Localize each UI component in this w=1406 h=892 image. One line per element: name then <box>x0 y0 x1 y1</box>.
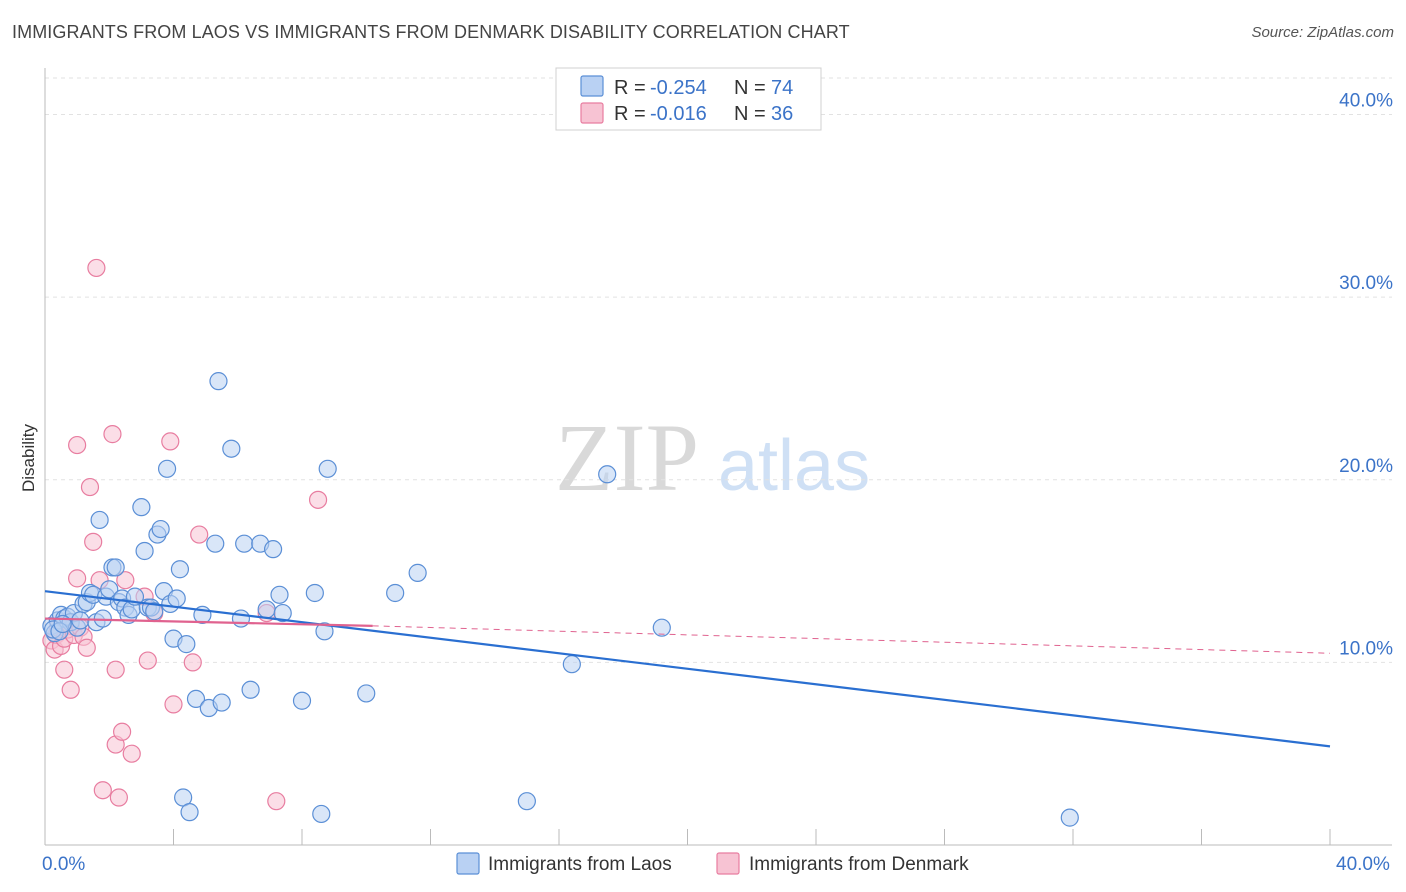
data-point-laos <box>90 510 109 530</box>
data-point-laos <box>145 602 164 621</box>
correlation-legend: R = -0.254 N = 74 R = -0.016 N = 36 <box>555 67 822 131</box>
data-point-denmark <box>103 425 122 444</box>
data-point-laos <box>177 635 196 654</box>
data-point-denmark <box>112 722 132 741</box>
data-point-laos <box>263 540 283 559</box>
data-point-laos <box>206 534 225 553</box>
data-point-denmark <box>80 477 100 497</box>
watermark: ZIP atlas <box>555 404 870 511</box>
data-point-denmark <box>87 258 106 278</box>
data-point-laos <box>315 622 334 641</box>
data-point-denmark <box>109 788 128 807</box>
y-tick-label: 30.0% <box>1339 273 1393 294</box>
x-tick-max: 40.0% <box>1336 854 1390 875</box>
data-point-laos <box>209 372 228 391</box>
series-laos <box>42 372 1079 827</box>
data-point-laos <box>270 585 289 604</box>
data-point-denmark <box>93 781 112 800</box>
watermark-atlas: atlas <box>718 426 870 506</box>
data-point-laos <box>132 498 151 517</box>
series-legend: Immigrants from Laos Immigrants from Den… <box>456 852 969 875</box>
data-point-laos <box>257 600 276 619</box>
data-point-denmark <box>84 532 103 551</box>
data-point-laos <box>231 609 251 628</box>
bottom-legend-denmark: Immigrants from Denmark <box>749 854 969 875</box>
data-point-laos <box>517 792 536 811</box>
axes <box>44 68 1392 846</box>
data-point-laos <box>135 541 154 561</box>
data-point-laos <box>170 560 190 579</box>
legend-n-value-denmark: 36 <box>771 103 793 125</box>
data-point-denmark <box>138 651 157 670</box>
data-point-denmark <box>116 571 135 590</box>
legend-swatch-denmark <box>580 102 604 124</box>
data-point-denmark <box>77 638 96 657</box>
data-point-denmark <box>68 435 87 455</box>
legend-r-label-denmark: R = <box>614 103 646 125</box>
chart-title: IMMIGRANTS FROM LAOS VS IMMIGRANTS FROM … <box>12 22 850 42</box>
series-denmark <box>42 258 328 811</box>
data-point-laos <box>93 609 112 628</box>
y-tick-label: 10.0% <box>1339 638 1393 659</box>
data-point-laos <box>598 465 617 484</box>
gridlines <box>45 77 1392 663</box>
watermark-zip: ZIP <box>555 404 699 511</box>
data-point-denmark <box>106 660 125 679</box>
data-point-laos <box>212 693 231 712</box>
legend-r-value-denmark: -0.016 <box>650 103 707 125</box>
bottom-legend-swatch-laos <box>456 852 480 875</box>
data-point-laos <box>106 558 125 577</box>
data-point-laos <box>318 459 337 478</box>
data-point-denmark <box>61 680 80 699</box>
data-point-laos <box>273 603 292 623</box>
data-point-denmark <box>161 432 180 451</box>
source-label: Source: ZipAtlas.com <box>1251 24 1394 41</box>
y-tick-labels: 10.0% 20.0% 30.0% 40.0% <box>1339 91 1393 660</box>
data-point-denmark <box>190 525 209 544</box>
data-point-laos <box>292 691 312 710</box>
legend-r-value-laos: -0.254 <box>650 77 707 99</box>
trendline-denmark <box>44 617 373 627</box>
legend-n-label-laos: N = <box>734 77 766 99</box>
data-point-denmark <box>55 660 74 679</box>
data-point-denmark <box>267 792 286 811</box>
data-point-laos <box>1060 808 1079 827</box>
data-point-laos <box>222 439 241 458</box>
data-point-laos <box>408 563 427 582</box>
data-point-denmark <box>308 490 328 509</box>
data-point-denmark <box>183 653 202 672</box>
y-tick-label: 40.0% <box>1339 91 1393 112</box>
data-point-denmark <box>122 744 141 763</box>
legend-r-label-laos: R = <box>614 77 646 99</box>
bottom-legend-swatch-denmark <box>716 852 740 875</box>
legend-swatch-laos <box>580 75 604 97</box>
data-point-laos <box>235 534 254 553</box>
data-point-laos <box>312 804 331 824</box>
data-point-laos <box>357 684 376 703</box>
trendline-denmark-extrapolated <box>372 625 1331 654</box>
data-point-laos <box>157 459 177 478</box>
data-point-laos <box>167 589 186 608</box>
x-tick-min: 0.0% <box>42 854 85 875</box>
data-point-laos <box>241 680 260 699</box>
data-point-laos <box>180 803 199 822</box>
y-tick-label: 20.0% <box>1339 456 1393 477</box>
data-point-laos <box>305 583 324 603</box>
trendline-laos <box>44 590 1331 748</box>
bottom-legend-laos: Immigrants from Laos <box>488 854 672 875</box>
data-point-laos <box>652 618 671 637</box>
legend-n-label-denmark: N = <box>734 103 766 125</box>
data-point-denmark <box>164 695 183 714</box>
legend-n-value-laos: 74 <box>771 77 793 99</box>
trendlines <box>44 590 1331 748</box>
data-point-laos <box>562 655 581 674</box>
y-axis-label: Disability <box>19 423 38 492</box>
data-point-laos <box>151 519 170 539</box>
data-point-laos <box>186 689 206 709</box>
data-point-laos <box>386 583 405 603</box>
data-point-denmark <box>68 569 87 588</box>
